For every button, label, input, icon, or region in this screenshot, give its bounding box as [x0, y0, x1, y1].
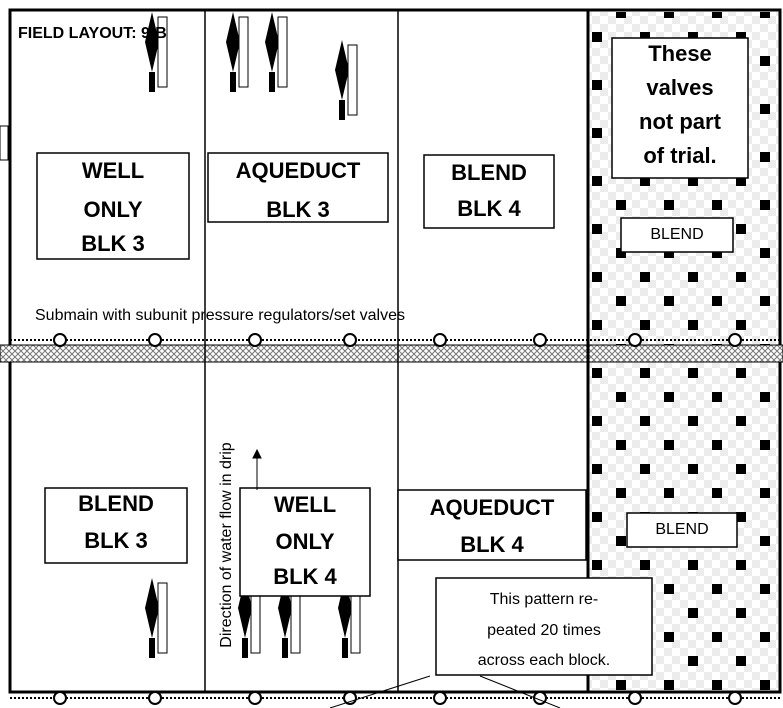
blend-label: BLEND — [650, 226, 703, 243]
valve-stem — [342, 638, 348, 658]
regulator — [343, 691, 357, 705]
label-line: of trial. — [643, 143, 716, 168]
valve-tag — [157, 582, 168, 654]
valve-stem — [269, 72, 275, 92]
regulator — [433, 333, 447, 347]
regulator — [148, 691, 162, 705]
valve-tag — [347, 44, 358, 116]
label-line: BLK 4 — [457, 196, 521, 221]
label-line: ONLY — [275, 529, 334, 554]
regulator — [433, 691, 447, 705]
valve-tag — [238, 16, 249, 88]
valve — [145, 578, 168, 658]
label-line: WELL — [82, 158, 144, 183]
regulator — [53, 691, 67, 705]
label-line: valves — [646, 75, 713, 100]
label-line: BLK 4 — [273, 564, 337, 589]
pointer-lines — [329, 675, 561, 708]
label-line: This pattern re- — [490, 591, 598, 608]
regulator — [343, 333, 357, 347]
regulator — [533, 333, 547, 347]
valve-body — [145, 12, 159, 72]
label-line: BLK 3 — [81, 231, 145, 256]
submain-label: Submain with subunit pressure regulators… — [35, 307, 405, 324]
blend-label: BLEND — [655, 521, 708, 538]
label-line: BLEND — [451, 160, 527, 185]
label-boxes — [36, 37, 749, 676]
regulator — [728, 691, 742, 705]
valve-body — [145, 578, 159, 638]
label-line: AQUEDUCT — [236, 158, 361, 183]
regulator — [148, 333, 162, 347]
label-line: not part — [639, 109, 722, 134]
valve — [335, 40, 358, 120]
valve-stem — [149, 638, 155, 658]
regulator — [628, 333, 642, 347]
valve — [265, 12, 288, 92]
label-line: peated 20 times — [487, 622, 601, 639]
label-line: across each block. — [478, 652, 611, 669]
side-box — [0, 125, 9, 161]
labels: WELL ONLY BLK 3 AQUEDUCT BLK 3 BLEND BLK 4 BLEN… — [78, 41, 721, 669]
label-line: AQUEDUCT — [430, 495, 555, 520]
valves — [145, 12, 361, 658]
flow-label: Direction of water flow in drip — [218, 442, 235, 648]
valve-stem — [282, 638, 288, 658]
valve-stem — [149, 72, 155, 92]
label-line: BLK 3 — [84, 528, 148, 553]
regulator — [628, 691, 642, 705]
valve-stem — [230, 72, 236, 92]
valve — [226, 12, 249, 92]
title: FIELD LAYOUT: 9-B — [18, 25, 167, 42]
flow-arrow — [252, 448, 262, 490]
label-line: BLK 3 — [266, 197, 330, 222]
label-line: ONLY — [83, 197, 142, 222]
label-line: WELL — [274, 492, 336, 517]
valve-body — [265, 12, 279, 72]
label-line: BLK 4 — [460, 532, 524, 557]
valve-tag — [157, 16, 168, 88]
label-line: BLEND — [78, 491, 154, 516]
regulator — [53, 333, 67, 347]
main-line — [0, 344, 783, 363]
valve — [145, 12, 168, 92]
valve-stem — [339, 100, 345, 120]
regulator — [248, 333, 262, 347]
valve-body — [226, 12, 240, 72]
regulator — [248, 691, 262, 705]
valve-body — [335, 40, 349, 100]
label-line: These — [648, 41, 712, 66]
valve-tag — [277, 16, 288, 88]
valve-stem — [242, 638, 248, 658]
regulator — [728, 333, 742, 347]
